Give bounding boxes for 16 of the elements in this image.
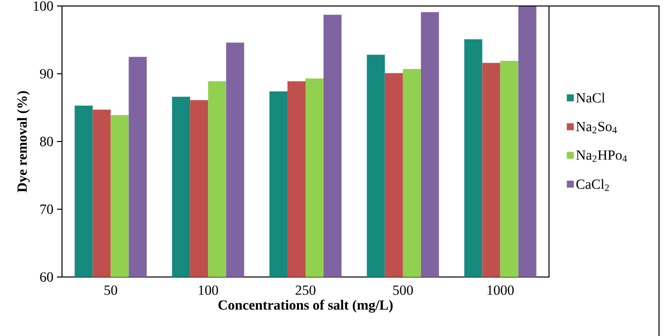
- legend-label: CaCl$_{2}$: [576, 179, 609, 191]
- x-tick-label: 100: [198, 285, 218, 295]
- y-tick-label: 100: [34, 1, 53, 11]
- x-tick-label: 1000: [488, 285, 514, 295]
- x-tick-label: 250: [296, 285, 316, 295]
- x-axis-title: Concentrations of salt (mg/L): [218, 300, 393, 313]
- y-tick-label: 70: [40, 204, 53, 214]
- legend-label: Na$_{2}$So$_{4}$: [576, 122, 617, 134]
- y-tick-label: 60: [40, 272, 53, 282]
- y-tick-label: 90: [40, 69, 53, 78]
- y-tick-label: 80: [40, 136, 53, 146]
- legend-label: NaCl: [576, 92, 605, 103]
- legend-label: Na$_{2}$HPo$_{4}$: [576, 150, 627, 162]
- x-tick-label: 50: [104, 285, 118, 295]
- y-axis-title: Dye removal (%): [17, 91, 30, 192]
- x-tick-label: 500: [393, 285, 413, 295]
